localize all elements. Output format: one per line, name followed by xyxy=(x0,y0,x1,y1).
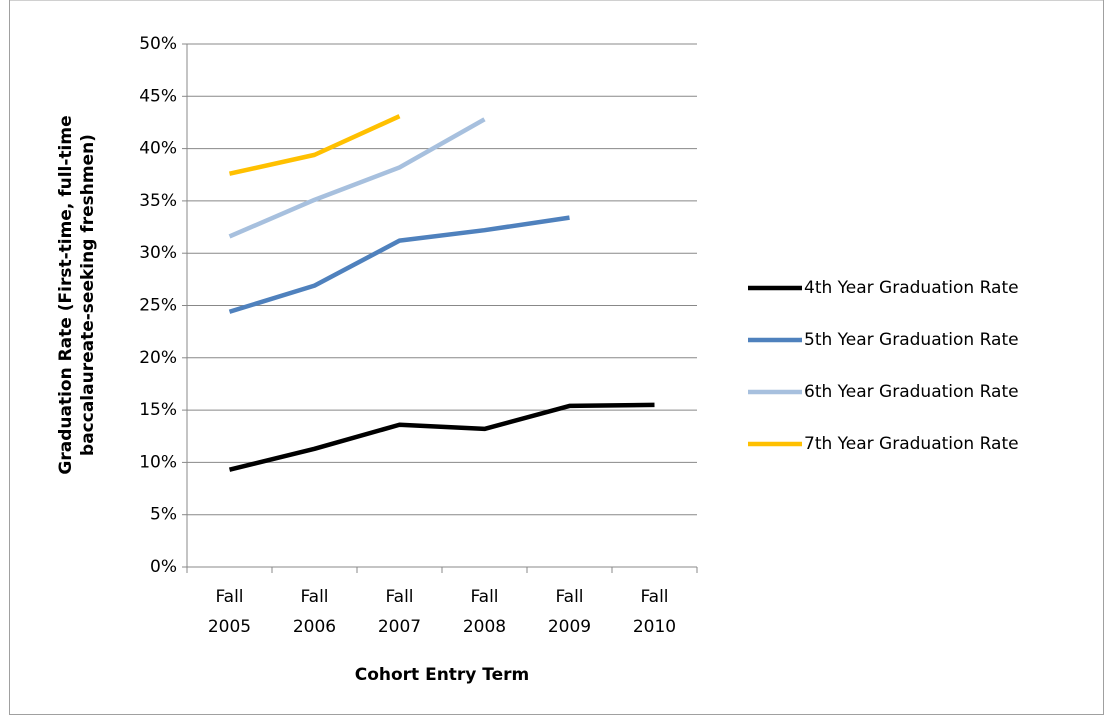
x-tick-label: Fall 2005 xyxy=(207,587,252,637)
x-tick-label: Fall 2007 xyxy=(377,587,422,637)
legend-label: 5th Year Graduation Rate xyxy=(804,330,1019,350)
y-tick-label: 5% xyxy=(150,505,177,525)
x-tick-label: Fall 2006 xyxy=(292,587,337,637)
y-tick-label: 40% xyxy=(139,139,177,159)
series-line xyxy=(228,402,655,472)
y-tick-label: 45% xyxy=(139,86,177,106)
x-axis-title: Cohort Entry Term xyxy=(354,665,530,685)
y-tick-label: 25% xyxy=(139,296,177,316)
legend-label: 4th Year Graduation Rate xyxy=(804,278,1019,298)
x-tick-label: Fall 2009 xyxy=(547,587,592,637)
y-tick-label: 30% xyxy=(139,243,177,263)
series-line xyxy=(228,117,486,239)
x-tick-label: Fall 2010 xyxy=(632,587,677,637)
series-line xyxy=(228,215,570,314)
y-tick-label: 0% xyxy=(150,557,177,577)
x-tick-label: Fall 2008 xyxy=(462,587,507,637)
y-tick-label: 50% xyxy=(139,34,177,54)
legend-label: 6th Year Graduation Rate xyxy=(804,382,1019,402)
y-tick-label: 35% xyxy=(139,191,177,211)
y-tick-label: 10% xyxy=(139,452,177,472)
legend-label: 7th Year Graduation Rate xyxy=(804,434,1019,454)
y-tick-label: 15% xyxy=(139,400,177,420)
y-axis-title: Graduation Rate (First-time, full-time b… xyxy=(56,115,98,475)
y-tick-label: 20% xyxy=(139,348,177,368)
series-line xyxy=(229,114,401,176)
